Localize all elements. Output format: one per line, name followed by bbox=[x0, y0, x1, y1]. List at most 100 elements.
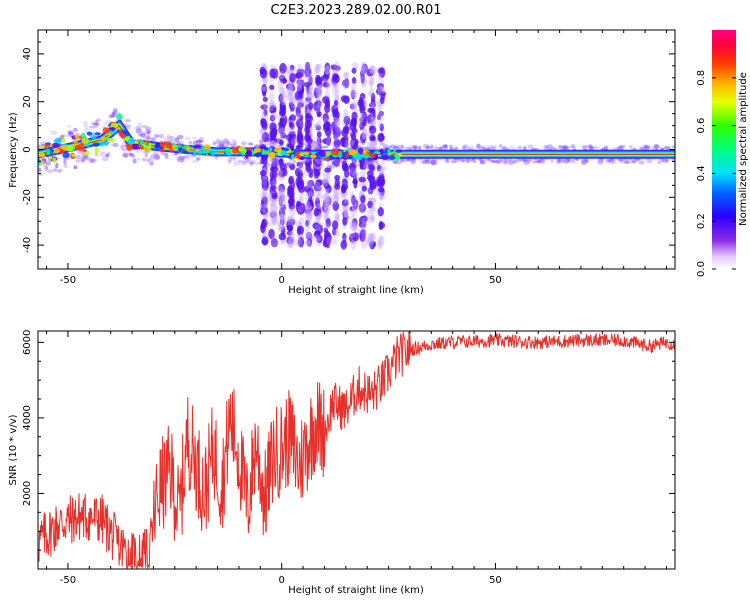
spectrogram-noise-dot bbox=[127, 124, 131, 128]
spectrogram-noise-dot bbox=[112, 142, 119, 148]
spectrogram-burst-dot bbox=[297, 236, 305, 248]
spectrogram-noise-dot bbox=[45, 161, 51, 166]
spectrogram-burst-dot bbox=[370, 179, 377, 188]
colorbar-tick-label: 0.8 bbox=[696, 70, 707, 86]
spectrogram-ticks: -50 0 50 -40 -20 0 20 40 bbox=[22, 30, 675, 286]
spectrogram-burst-dot bbox=[352, 221, 358, 232]
spectrogram-noise-dot bbox=[581, 145, 588, 149]
spectrogram-noise-dot bbox=[247, 141, 254, 146]
spectrogram-noise-dot bbox=[195, 139, 203, 143]
spectrogram-burst-dot bbox=[340, 95, 348, 103]
spectrogram-burst-dot bbox=[316, 84, 322, 94]
spectrogram-noise-dot bbox=[513, 159, 518, 164]
spectrogram-noise-dot bbox=[638, 146, 645, 151]
spectrogram-burst-dot bbox=[367, 200, 374, 209]
spectrogram-noise-dot bbox=[583, 159, 588, 163]
spectrogram-burst-dot bbox=[325, 199, 332, 208]
spectrogram-ridge-blob bbox=[254, 152, 262, 158]
spectrogram-noise-dot bbox=[503, 158, 509, 164]
spectrogram-burst-dot bbox=[321, 177, 329, 188]
spectrogram-noise-dot bbox=[52, 169, 57, 172]
spectrogram-noise-dot bbox=[650, 145, 656, 149]
spectrogram-burst-dot bbox=[351, 127, 358, 134]
spectrogram-burst-dot bbox=[376, 72, 383, 80]
spectrogram-noise-dot bbox=[84, 124, 89, 130]
spectrogram-burst-dot bbox=[325, 136, 331, 148]
spectrogram-ridge-blob bbox=[374, 150, 379, 154]
spectrogram-burst-dot bbox=[332, 227, 337, 236]
spectrogram-ridge-blob bbox=[178, 146, 183, 152]
spectrogram-burst-dot bbox=[289, 102, 295, 112]
spectrogram-noise-dot bbox=[191, 159, 199, 163]
spectrogram-burst-dot bbox=[331, 194, 339, 205]
spectrogram-burst-dot bbox=[333, 161, 340, 167]
spectrogram-burst-dot bbox=[268, 228, 275, 240]
spectrogram-noise-dot bbox=[229, 143, 237, 147]
spectrogram-burst-dot bbox=[308, 74, 314, 83]
spectrogram-burst-dot bbox=[334, 91, 340, 98]
spectrogram-burst-dot bbox=[376, 83, 385, 90]
spectrogram-burst-dot bbox=[377, 187, 385, 193]
spectrogram-burst-dot bbox=[313, 86, 320, 93]
spectrogram-heatmap bbox=[38, 61, 675, 251]
spectrogram-noise-dot bbox=[563, 147, 570, 151]
spectrogram-burst-dot bbox=[259, 66, 266, 75]
spectrogram-burst-dot bbox=[278, 175, 285, 182]
spectrogram-noise-dot bbox=[89, 158, 96, 164]
spectrogram-burst-dot bbox=[287, 184, 294, 196]
spectrogram-noise-dot bbox=[95, 118, 102, 123]
spectrogram-ridge-blob bbox=[71, 153, 76, 157]
spectrogram-noise-dot bbox=[173, 152, 179, 156]
spectrogram-noise-dot bbox=[375, 160, 380, 166]
spectrogram-burst-dot bbox=[340, 240, 348, 250]
spectrogram-noise-dot bbox=[119, 144, 124, 150]
spectrogram-noise-dot bbox=[556, 158, 561, 164]
spectrogram-noise-dot bbox=[410, 159, 416, 165]
spectrogram-burst-dot bbox=[333, 61, 340, 73]
spectrogram-burst-dot bbox=[313, 182, 320, 192]
spectrogram-burst-dot bbox=[307, 92, 314, 99]
spectrogram-burst-dot bbox=[313, 87, 319, 99]
spectrogram-burst-dot bbox=[286, 93, 293, 101]
spectrogram-noise-dot bbox=[249, 161, 254, 166]
spectrogram-burst-dot bbox=[369, 141, 377, 151]
spectrogram-noise-dot bbox=[313, 140, 317, 144]
spectrogram-ridge-blob bbox=[132, 143, 139, 150]
spectrogram-burst-dot bbox=[315, 104, 321, 113]
spectrogram-noise-dot bbox=[73, 127, 77, 132]
spectrogram-burst-dot bbox=[376, 87, 383, 95]
spectrogram-ridge-blob bbox=[134, 140, 139, 145]
spectrogram-burst-dot bbox=[350, 103, 358, 111]
spectrogram-burst-dot bbox=[306, 237, 313, 247]
spectrogram-burst-dot bbox=[271, 193, 278, 200]
spectrogram-ridge-blob bbox=[81, 137, 89, 144]
spectrogram-noise-dot bbox=[175, 137, 180, 143]
spectrogram-burst-dot bbox=[307, 187, 315, 198]
snr-frame bbox=[37, 330, 676, 570]
colorbar-ticks: 0.0 0.2 0.4 0.6 0.8 bbox=[696, 70, 736, 277]
spectrogram-burst-dot bbox=[295, 72, 304, 78]
spectrogram-noise-dot bbox=[56, 169, 62, 173]
spectrogram-noise-dot bbox=[195, 157, 202, 161]
spectrogram-burst-dot bbox=[261, 236, 269, 246]
spectrogram-noise-dot bbox=[589, 145, 594, 150]
spectrogram-noise-dot bbox=[544, 145, 550, 149]
spectrogram-burst-dot bbox=[308, 84, 313, 95]
spectrogram-noise-dot bbox=[569, 145, 577, 148]
spectrogram-noise-dot bbox=[663, 146, 671, 150]
spectrogram-ridge-blob bbox=[237, 146, 246, 152]
spectrogram-noise-dot bbox=[220, 144, 225, 149]
spectrogram-burst-dot bbox=[342, 210, 348, 218]
spectrogram-burst-dot bbox=[326, 162, 331, 169]
spectrogram-burst-dot bbox=[350, 90, 356, 100]
spectrogram-burst-dot bbox=[261, 186, 267, 196]
spectrogram-burst-dot bbox=[370, 214, 375, 224]
spectrogram-burst-dot bbox=[298, 193, 305, 201]
spectrogram-burst-dot bbox=[330, 64, 338, 70]
spectrogram-burst-dot bbox=[296, 84, 303, 92]
spectrogram-burst-dot bbox=[278, 158, 284, 165]
spectrogram-burst-dot bbox=[325, 176, 331, 183]
spectrogram-ridge-blob bbox=[226, 152, 232, 156]
spectrogram-ridge-blob bbox=[370, 153, 376, 159]
spectrogram-burst-dot bbox=[289, 114, 297, 122]
